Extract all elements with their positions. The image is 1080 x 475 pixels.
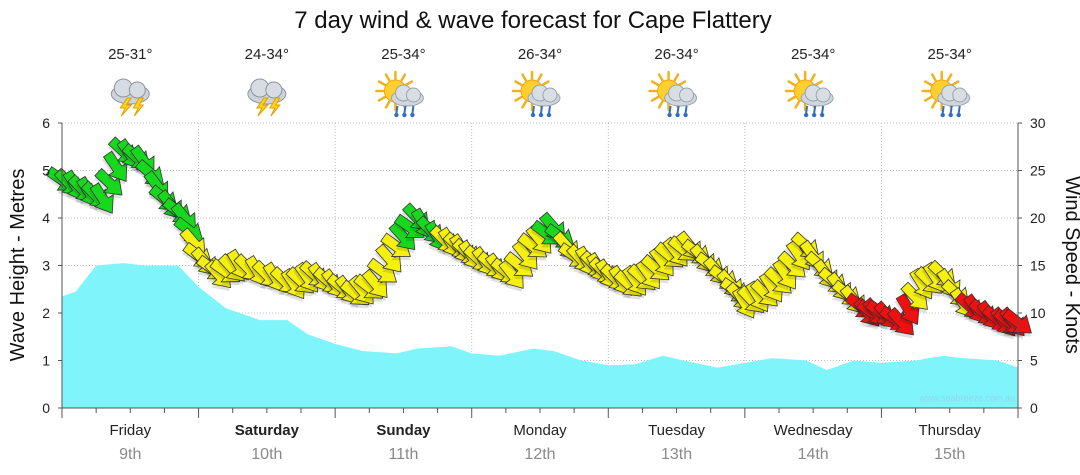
y2-tick-label: 10 <box>1030 305 1046 321</box>
day-date: 13th <box>661 446 692 463</box>
temperature-range: 25-31° <box>108 46 152 63</box>
y2-tick-label: 0 <box>1030 400 1038 416</box>
wind-arrow <box>102 150 128 185</box>
sun-shower-icon <box>784 70 834 118</box>
day-name: Monday <box>513 422 567 439</box>
day-labels: Friday 9th Saturday 10th Sunday 11th Monday 12t… <box>109 422 981 463</box>
day-name: Thursday <box>918 422 981 439</box>
wave-height-area <box>62 263 1018 408</box>
day-date: 12th <box>524 446 555 463</box>
sun-shower-icon <box>375 70 424 118</box>
y-tick-label: 6 <box>42 115 50 131</box>
day-name: Saturday <box>235 422 300 439</box>
y-tick-label: 4 <box>42 210 50 226</box>
weather-icons: 25-31° 24-34° 25-34° 26-34° 26-34° 25-34° 25-3… <box>108 46 972 118</box>
temperature-range: 25-34° <box>381 46 425 63</box>
y2-tick-label: 25 <box>1030 163 1046 179</box>
storm-icon <box>247 78 287 117</box>
chart-title: 7 day wind & wave forecast for Cape Flat… <box>294 7 772 34</box>
y-tick-label: 0 <box>42 400 50 416</box>
day-date: 15th <box>934 446 965 463</box>
wind-arrow <box>88 182 114 217</box>
axes: 0 1 2 3 4 5 6 0 5 10 15 20 25 30 <box>42 115 1046 418</box>
day-date: 14th <box>798 446 829 463</box>
y2-tick-label: 15 <box>1030 258 1046 274</box>
watermark: www.seabreeze.com.au <box>918 393 1015 403</box>
y-axis-label: Wave Height - Metres <box>7 169 29 362</box>
y-tick-label: 3 <box>42 258 50 274</box>
temperature-range: 25-34° <box>791 46 835 63</box>
wind-arrow <box>94 167 123 199</box>
wind-arrows <box>45 136 1032 340</box>
y-tick-label: 1 <box>42 353 50 369</box>
y2-tick-label: 30 <box>1030 115 1046 131</box>
sun-shower-icon <box>648 70 698 118</box>
sun-shower-icon <box>921 70 971 118</box>
day-name: Friday <box>109 422 151 439</box>
sun-shower-icon <box>511 70 561 118</box>
temperature-range: 26-34° <box>654 46 698 63</box>
temperature-range: 24-34° <box>245 46 289 63</box>
y2-tick-label: 5 <box>1030 353 1038 369</box>
day-name: Wednesday <box>774 422 853 439</box>
y2-tick-label: 20 <box>1030 210 1046 226</box>
temperature-range: 26-34° <box>518 46 562 63</box>
storm-icon <box>110 78 150 117</box>
wind-arrow <box>1001 308 1032 337</box>
day-date: 9th <box>119 446 141 463</box>
y-tick-label: 5 <box>42 163 50 179</box>
y2-axis-label: Wind Speed - Knots <box>1061 176 1080 354</box>
wave-area <box>62 263 1018 408</box>
wind-arrow <box>894 292 920 328</box>
day-date: 10th <box>251 446 282 463</box>
y-tick-label: 2 <box>42 305 50 321</box>
temperature-range: 25-34° <box>928 46 972 63</box>
day-date: 11th <box>388 446 418 463</box>
day-name: Sunday <box>376 422 431 439</box>
day-name: Tuesday <box>648 422 705 439</box>
